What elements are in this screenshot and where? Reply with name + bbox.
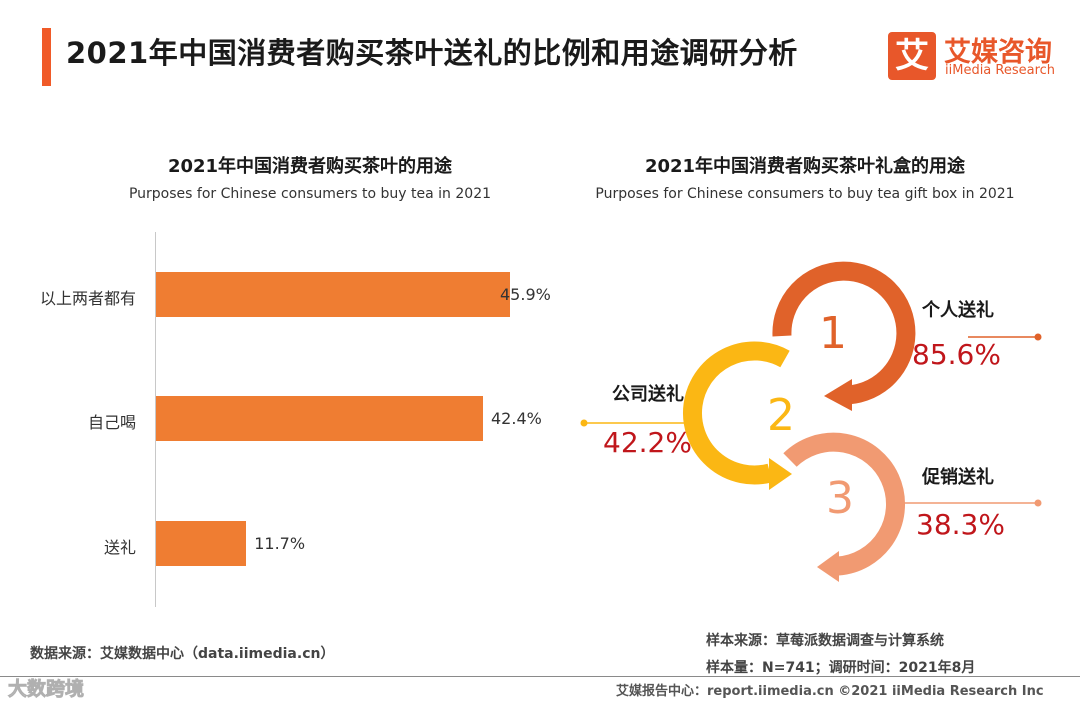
step-number-1: 1 <box>819 308 847 359</box>
right-chart-title: 2021年中国消费者购买茶叶礼盒的用途 <box>644 156 966 177</box>
step-ring-2 <box>683 341 792 490</box>
sample-size: 样本量：N=741；调研时间：2021年8月 <box>706 660 976 676</box>
left-chart-title: 2021年中国消费者购买茶叶的用途 <box>167 156 453 177</box>
connector-dot-3 <box>1034 499 1042 507</box>
step-number-3: 3 <box>826 473 854 524</box>
connector-dot-1 <box>1034 333 1042 341</box>
y-axis-line <box>155 232 156 607</box>
page-title: 2021年中国消费者购买茶叶送礼的比例和用途调研分析 <box>66 36 798 70</box>
bar <box>156 272 510 317</box>
sample-source: 样本来源：草莓派数据调查与计算系统 <box>706 633 944 649</box>
gift-box-steps-graphic: 1 2 3 <box>580 261 1042 582</box>
watermark: 大数跨境 <box>8 678 85 701</box>
step-percent-1: 85.6% <box>912 338 1001 371</box>
right-chart-subtitle: Purposes for Chinese consumers to buy te… <box>595 186 1015 202</box>
logo-mark: 艾 <box>888 32 936 80</box>
bar-value-label: 45.9% <box>500 285 551 304</box>
bar-category-label: 以上两者都有 <box>39 289 136 308</box>
connector-dot-2 <box>580 419 588 427</box>
step-ring-1 <box>772 261 916 411</box>
logo-english-name: iiMedia Research <box>945 63 1056 78</box>
bar-category-label: 自己喝 <box>87 413 136 432</box>
left-chart-subtitle: Purposes for Chinese consumers to buy te… <box>128 186 492 202</box>
copyright-text: 艾媒报告中心：report.iimedia.cn ©2021 iiMedia R… <box>616 684 1044 699</box>
bar-category-label: 送礼 <box>103 538 136 557</box>
logo-chinese-name: 艾媒咨询 <box>944 37 1052 68</box>
bar-value-label: 42.4% <box>491 409 542 428</box>
step-ring-3 <box>783 432 905 582</box>
step-percent-2: 42.2% <box>603 426 692 459</box>
brand-logo: 艾 艾媒咨询 iiMedia Research <box>888 30 1068 82</box>
footer-divider <box>0 676 1080 677</box>
bar-value-label: 11.7% <box>254 534 306 553</box>
step-percent-3: 38.3% <box>916 508 1005 541</box>
step-label-3: 促销送礼 <box>922 467 994 488</box>
step-label-2: 公司送礼 <box>612 384 684 405</box>
data-source: 数据来源：艾媒数据中心（data.iimedia.cn） <box>30 646 335 662</box>
bar <box>156 396 483 441</box>
title-accent-bar <box>42 28 51 86</box>
step-number-2: 2 <box>767 390 795 441</box>
bar <box>156 521 247 566</box>
step-label-1: 个人送礼 <box>922 300 994 321</box>
